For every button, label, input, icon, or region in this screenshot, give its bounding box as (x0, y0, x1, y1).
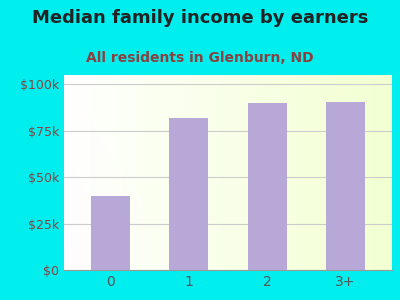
Bar (326, 102, 365, 270)
Text: All residents in Glenburn, ND: All residents in Glenburn, ND (86, 51, 314, 65)
Bar (91, 196, 130, 270)
Bar (170, 118, 208, 270)
Text: Median family income by earners: Median family income by earners (32, 9, 368, 27)
Bar (248, 103, 286, 270)
